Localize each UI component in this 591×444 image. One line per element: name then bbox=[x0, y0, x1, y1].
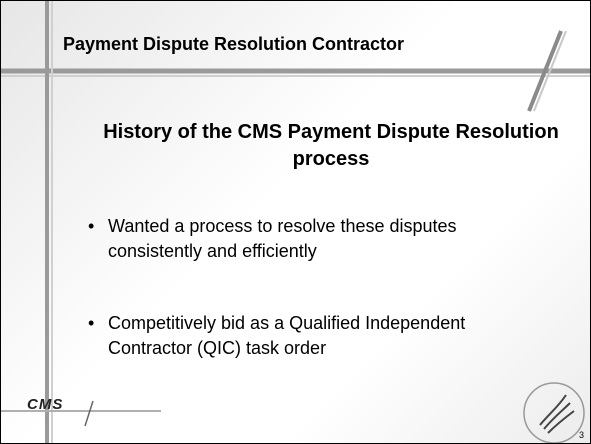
page-number: 3 bbox=[578, 430, 584, 440]
bullet: Wanted a process to resolve these disput… bbox=[88, 214, 548, 264]
hhs-seal bbox=[523, 382, 585, 443]
bullet: Competitively bid as a Qualified Indepen… bbox=[88, 311, 548, 361]
logo-slash bbox=[84, 400, 94, 427]
logo: CMS bbox=[27, 396, 64, 413]
header-title: Payment Dispute Resolution Contractor bbox=[63, 34, 405, 54]
heading: History of the CMS Payment Dispute Resol… bbox=[103, 121, 559, 170]
slash bbox=[527, 30, 563, 112]
slash bbox=[533, 30, 567, 112]
